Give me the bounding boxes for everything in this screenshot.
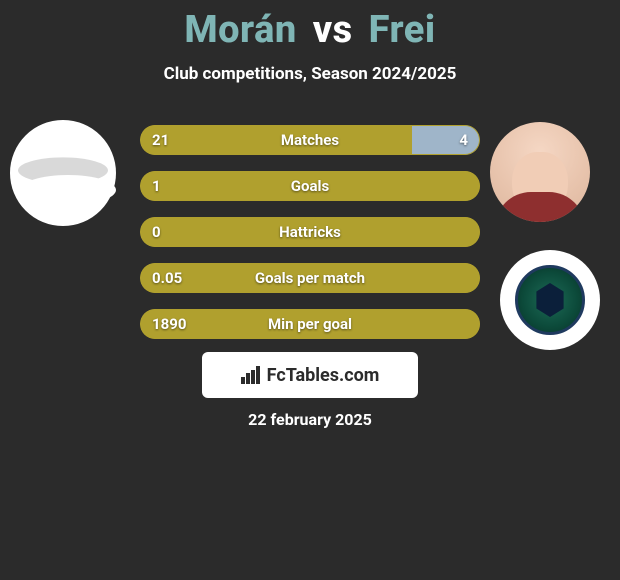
stat-label: Min per goal — [140, 315, 480, 333]
stat-row: 1890Min per goal — [140, 309, 480, 339]
title-player1: Morán — [184, 8, 296, 52]
stat-row: 21Matches4 — [140, 125, 480, 155]
player-right-avatar — [490, 122, 590, 222]
stat-label: Matches — [140, 131, 480, 149]
stat-row: 0Hattricks — [140, 217, 480, 247]
watermark: FcTables.com — [202, 352, 418, 398]
comparison-title: Morán vs Frei — [0, 0, 620, 52]
bars-icon — [241, 366, 261, 384]
stats-area: 21Matches4 1Goals 0Hattricks 0.05Goals per … — [140, 125, 480, 355]
club-right-badge-wrap — [500, 250, 600, 350]
stat-label: Goals — [140, 177, 480, 195]
stat-label: Goals per match — [140, 269, 480, 287]
stat-row: 0.05Goals per match — [140, 263, 480, 293]
watermark-text: FcTables.com — [267, 365, 380, 386]
club-left-badge — [20, 175, 116, 205]
player-left-avatar — [10, 120, 116, 226]
stat-value-right: 4 — [459, 131, 468, 149]
title-player2: Frei — [369, 8, 436, 52]
date: 22 february 2025 — [0, 410, 620, 429]
stat-label: Hattricks — [140, 223, 480, 241]
club-right-badge — [515, 265, 585, 335]
stat-row: 1Goals — [140, 171, 480, 201]
subtitle: Club competitions, Season 2024/2025 — [0, 64, 620, 84]
title-vs: vs — [313, 8, 353, 52]
